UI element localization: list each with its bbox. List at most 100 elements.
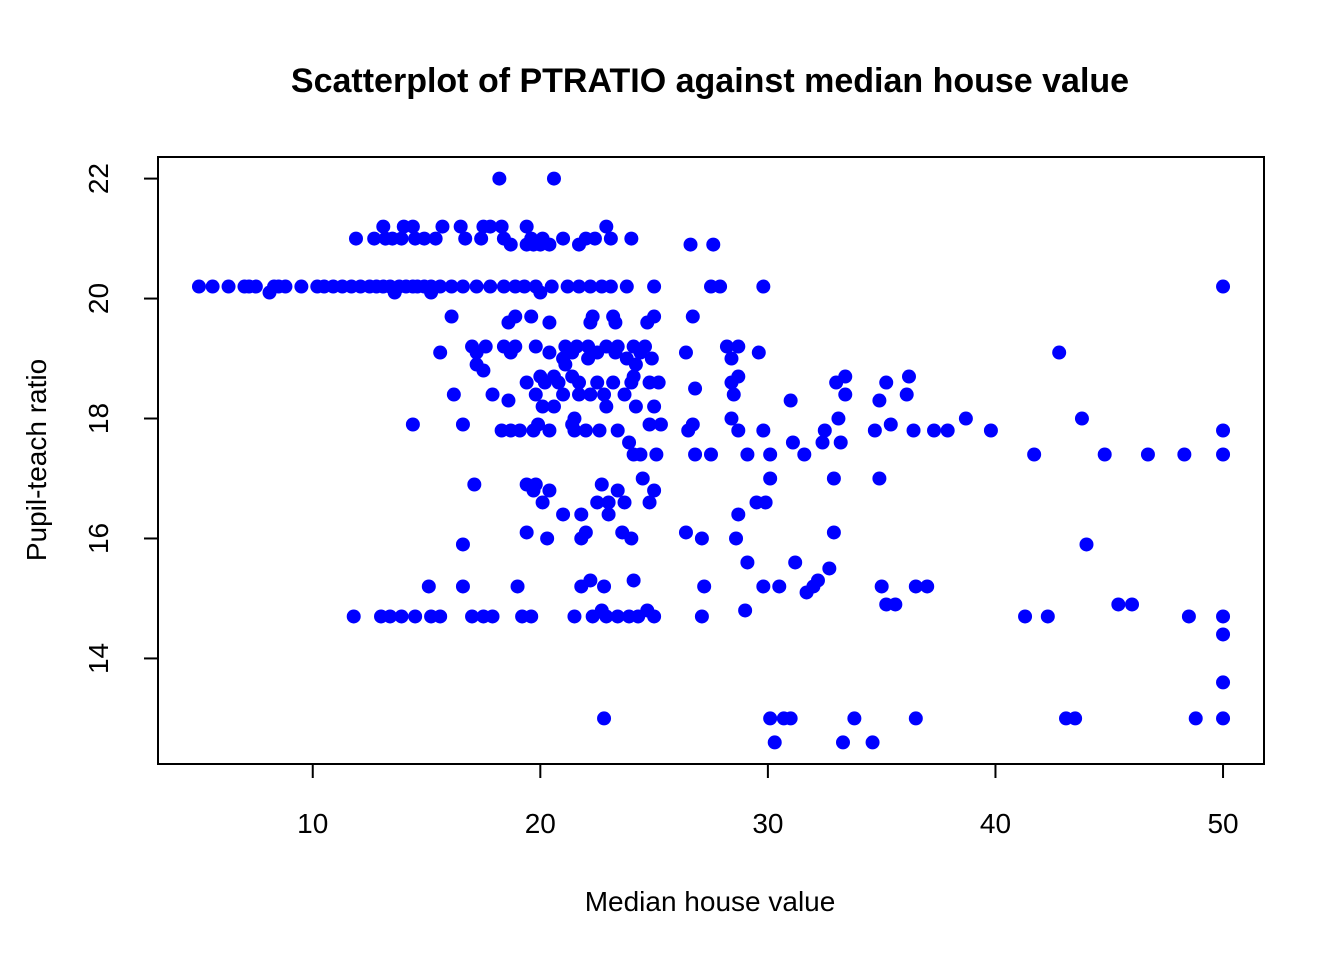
data-point xyxy=(631,609,646,624)
data-point xyxy=(822,561,837,576)
data-point xyxy=(624,231,639,246)
data-point xyxy=(653,417,668,432)
data-point xyxy=(367,231,382,246)
data-point xyxy=(788,555,803,570)
data-point xyxy=(610,483,625,498)
data-point xyxy=(642,417,657,432)
data-point xyxy=(542,345,557,360)
data-point xyxy=(678,525,693,540)
data-point xyxy=(1097,447,1112,462)
data-point xyxy=(405,417,420,432)
data-point xyxy=(888,597,903,612)
data-point xyxy=(756,279,771,294)
data-point xyxy=(424,285,439,300)
data-point xyxy=(683,237,698,252)
data-point xyxy=(469,345,484,360)
data-point xyxy=(826,471,841,486)
data-point xyxy=(874,579,889,594)
data-point xyxy=(1216,447,1231,462)
data-point xyxy=(537,375,552,390)
data-point xyxy=(599,609,614,624)
data-point xyxy=(642,495,657,510)
data-point xyxy=(865,735,880,750)
data-point xyxy=(524,609,539,624)
data-point xyxy=(628,357,643,372)
data-point xyxy=(603,231,618,246)
data-point xyxy=(1018,609,1033,624)
data-point xyxy=(758,495,773,510)
data-point xyxy=(835,735,850,750)
data-point xyxy=(706,237,721,252)
data-point xyxy=(503,345,518,360)
data-point xyxy=(408,609,423,624)
data-point xyxy=(583,279,598,294)
data-point xyxy=(619,279,634,294)
data-point xyxy=(590,495,605,510)
y-axis: 14 16 18 20 22 xyxy=(83,163,159,674)
data-point xyxy=(908,711,923,726)
data-point xyxy=(517,279,532,294)
data-point xyxy=(831,411,846,426)
data-point xyxy=(572,279,587,294)
data-point xyxy=(756,423,771,438)
data-point xyxy=(740,555,755,570)
data-point xyxy=(731,507,746,522)
data-point xyxy=(751,345,766,360)
data-point xyxy=(526,483,541,498)
data-point xyxy=(1052,345,1067,360)
data-point xyxy=(294,279,309,294)
data-point xyxy=(1040,609,1055,624)
data-point xyxy=(583,387,598,402)
data-point xyxy=(763,447,778,462)
data-point xyxy=(387,285,402,300)
data-point xyxy=(528,387,543,402)
data-point xyxy=(574,507,589,522)
data-point xyxy=(1181,609,1196,624)
data-point xyxy=(533,285,548,300)
data-point xyxy=(847,711,862,726)
data-point xyxy=(647,483,662,498)
data-point xyxy=(899,387,914,402)
data-point xyxy=(640,315,655,330)
data-point xyxy=(688,447,703,462)
x-tick-label: 40 xyxy=(980,808,1011,839)
x-axis-label: Median house value xyxy=(585,886,836,917)
data-point xyxy=(528,339,543,354)
data-point xyxy=(927,423,942,438)
data-point xyxy=(838,387,853,402)
data-point xyxy=(1216,279,1231,294)
data-point xyxy=(465,609,480,624)
data-point xyxy=(483,279,498,294)
data-point xyxy=(278,279,293,294)
data-point xyxy=(556,231,571,246)
data-point xyxy=(738,603,753,618)
data-point xyxy=(763,711,778,726)
data-point xyxy=(644,351,659,366)
data-point xyxy=(867,423,882,438)
data-point xyxy=(574,531,589,546)
data-point xyxy=(567,609,582,624)
data-point xyxy=(597,387,612,402)
data-points xyxy=(191,171,1231,750)
data-point xyxy=(729,531,744,546)
data-point xyxy=(772,579,787,594)
data-point xyxy=(1111,597,1126,612)
data-point xyxy=(556,507,571,522)
data-point xyxy=(1177,447,1192,462)
data-point xyxy=(444,309,459,324)
data-point xyxy=(767,735,782,750)
data-point xyxy=(376,219,391,234)
data-point xyxy=(512,423,527,438)
data-point xyxy=(519,219,534,234)
data-point xyxy=(435,219,450,234)
data-point xyxy=(920,579,935,594)
data-point xyxy=(879,375,894,390)
data-point xyxy=(433,609,448,624)
y-tick-label: 22 xyxy=(83,163,114,194)
data-point xyxy=(455,579,470,594)
data-point xyxy=(594,477,609,492)
data-point xyxy=(572,375,587,390)
data-point xyxy=(542,483,557,498)
data-point xyxy=(581,351,596,366)
y-tick-label: 14 xyxy=(83,643,114,674)
